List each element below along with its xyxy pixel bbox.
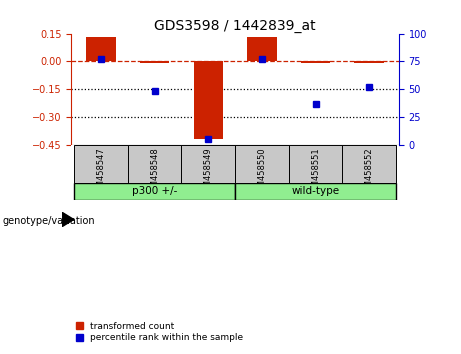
Bar: [235, 144, 289, 183]
Bar: [74, 183, 235, 200]
Text: p300 +/-: p300 +/-: [132, 186, 177, 196]
Text: GSM458551: GSM458551: [311, 148, 320, 198]
Bar: [140, 61, 169, 63]
Text: genotype/variation: genotype/variation: [2, 216, 95, 226]
Legend: transformed count, percentile rank within the sample: transformed count, percentile rank withi…: [76, 322, 243, 342]
Text: GSM458552: GSM458552: [365, 148, 374, 198]
Text: GSM458547: GSM458547: [96, 148, 106, 198]
Bar: [355, 61, 384, 63]
Bar: [86, 37, 116, 61]
Bar: [182, 144, 235, 183]
Polygon shape: [62, 212, 74, 227]
Bar: [235, 183, 396, 200]
Text: GSM458550: GSM458550: [257, 148, 266, 198]
Bar: [74, 144, 128, 183]
Text: GSM458548: GSM458548: [150, 148, 159, 198]
Text: GSM458549: GSM458549: [204, 148, 213, 198]
Bar: [128, 144, 182, 183]
Text: wild-type: wild-type: [291, 186, 340, 196]
Bar: [289, 144, 343, 183]
Title: GDS3598 / 1442839_at: GDS3598 / 1442839_at: [154, 19, 316, 33]
Bar: [194, 61, 223, 139]
Bar: [247, 37, 277, 61]
Bar: [343, 144, 396, 183]
Bar: [301, 61, 331, 63]
